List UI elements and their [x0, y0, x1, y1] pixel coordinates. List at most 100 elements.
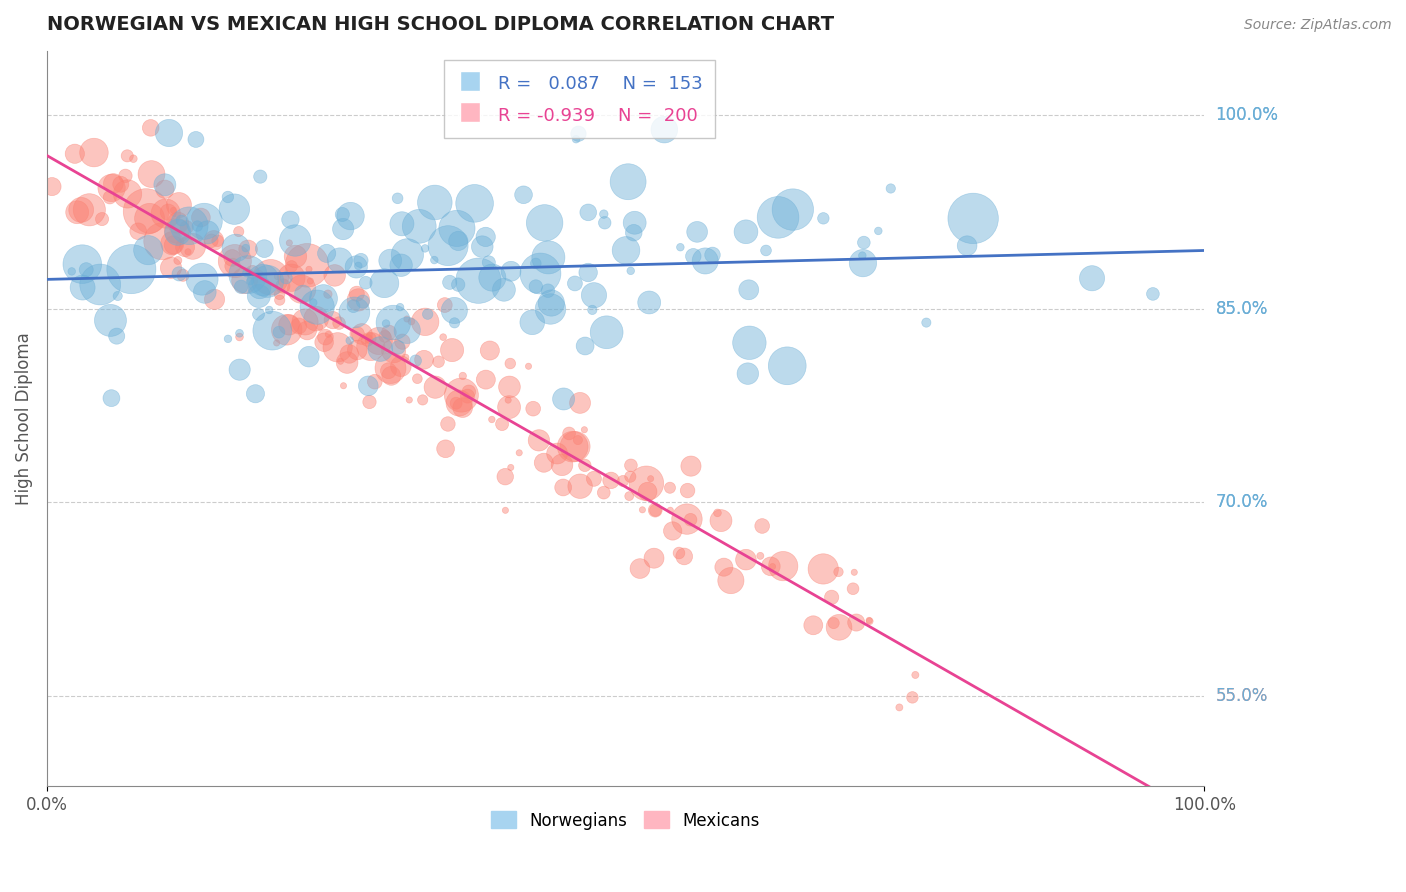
Point: [350, 326, 373, 341]
Point: [567, 127, 589, 141]
Point: [387, 340, 409, 354]
Point: [117, 186, 139, 201]
Point: [512, 187, 534, 202]
Point: [574, 339, 596, 353]
Text: Source: ZipAtlas.com: Source: ZipAtlas.com: [1244, 18, 1392, 32]
Point: [75, 262, 97, 277]
Point: [276, 323, 298, 337]
Point: [228, 326, 250, 341]
Point: [367, 334, 389, 348]
Point: [375, 317, 398, 331]
Point: [561, 440, 583, 454]
Point: [343, 305, 366, 319]
Point: [398, 392, 420, 407]
Point: [221, 251, 243, 265]
Point: [738, 335, 761, 350]
Point: [533, 456, 555, 470]
Point: [851, 249, 873, 263]
Point: [416, 307, 439, 321]
Point: [100, 181, 122, 195]
Point: [190, 211, 212, 225]
Point: [636, 476, 658, 491]
Point: [546, 446, 568, 460]
Point: [695, 254, 717, 268]
Point: [276, 270, 298, 285]
Point: [280, 212, 302, 227]
Point: [537, 284, 560, 298]
Text: 85.0%: 85.0%: [1216, 300, 1268, 318]
Point: [457, 384, 479, 399]
Point: [620, 458, 643, 473]
Point: [413, 241, 436, 255]
Point: [60, 264, 83, 278]
Point: [197, 225, 219, 239]
Point: [228, 362, 250, 376]
Point: [83, 145, 105, 160]
Point: [295, 323, 318, 337]
Point: [391, 334, 413, 349]
Point: [193, 214, 215, 228]
Point: [682, 249, 704, 263]
Point: [200, 234, 222, 248]
Point: [686, 225, 709, 239]
Legend: Norwegians, Mexicans: Norwegians, Mexicans: [485, 805, 766, 836]
Point: [637, 484, 659, 499]
Point: [186, 219, 208, 233]
Point: [249, 266, 271, 280]
Point: [110, 178, 132, 192]
Point: [425, 380, 447, 394]
Point: [191, 272, 214, 286]
Text: NORWEGIAN VS MEXICAN HIGH SCHOOL DIPLOMA CORRELATION CHART: NORWEGIAN VS MEXICAN HIGH SCHOOL DIPLOMA…: [46, 15, 834, 34]
Point: [225, 241, 247, 255]
Point: [427, 355, 450, 369]
Point: [359, 395, 381, 409]
Point: [114, 169, 136, 183]
Point: [499, 264, 522, 278]
Point: [162, 236, 184, 251]
Point: [661, 524, 683, 538]
Text: 70.0%: 70.0%: [1216, 493, 1268, 511]
Point: [292, 286, 315, 301]
Point: [167, 216, 190, 230]
Point: [302, 295, 325, 310]
Point: [447, 277, 470, 292]
Point: [157, 126, 180, 140]
Point: [640, 472, 662, 486]
Point: [623, 226, 645, 240]
Point: [619, 469, 641, 483]
Point: [478, 255, 501, 269]
Point: [668, 546, 690, 560]
Point: [179, 219, 201, 233]
Point: [434, 442, 457, 456]
Point: [713, 560, 735, 574]
Point: [252, 273, 274, 287]
Point: [1081, 271, 1104, 285]
Point: [524, 256, 547, 270]
Point: [150, 234, 173, 248]
Point: [382, 343, 405, 358]
Point: [496, 393, 519, 408]
Point: [478, 343, 501, 358]
Point: [305, 311, 328, 326]
Point: [322, 313, 344, 327]
Point: [228, 330, 250, 344]
Point: [617, 175, 640, 189]
Point: [245, 386, 267, 401]
Point: [956, 238, 979, 252]
Point: [766, 211, 789, 225]
Point: [423, 195, 446, 210]
Point: [395, 312, 418, 326]
Point: [162, 238, 184, 252]
Point: [443, 303, 465, 318]
Point: [396, 248, 419, 262]
Point: [357, 379, 380, 393]
Point: [330, 207, 353, 221]
Point: [749, 549, 772, 563]
Point: [100, 391, 122, 405]
Point: [329, 253, 352, 268]
Point: [166, 226, 188, 240]
Point: [347, 259, 370, 273]
Point: [256, 274, 278, 288]
Point: [467, 274, 489, 288]
Point: [904, 668, 927, 682]
